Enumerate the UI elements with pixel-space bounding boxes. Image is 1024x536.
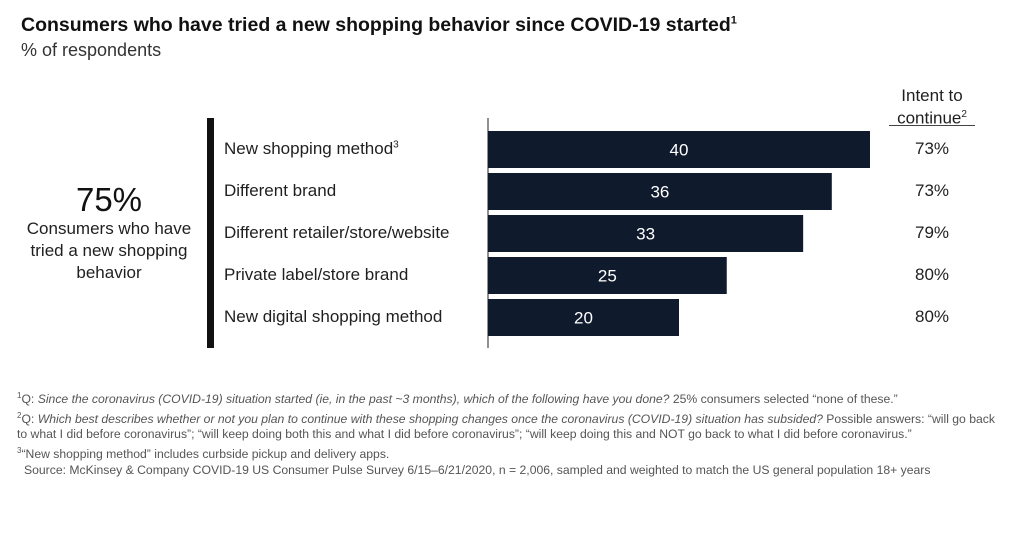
bar-value-label: 36 [650, 183, 669, 202]
chart-title: Consumers who have tried a new shopping … [21, 14, 737, 36]
bar [488, 215, 804, 252]
category-label: Different retailer/store/website [224, 222, 450, 242]
intent-value: 73% [914, 138, 950, 158]
bar-value-label: 25 [598, 267, 617, 286]
footnote-2: 2Q: Which best describes whether or not … [17, 410, 995, 442]
category-label: New digital shopping method [224, 306, 443, 326]
bracket-bar [207, 118, 214, 348]
intent-value: 73% [914, 180, 950, 200]
source-note: Source: McKinsey & Company COVID-19 US C… [24, 462, 931, 477]
chart-subtitle: % of respondents [21, 40, 162, 60]
footnote-3: 3“New shopping method” includes curbside… [17, 445, 390, 461]
kpi-value: 75% [75, 181, 143, 218]
kpi-callout: 75% Consumers who have tried a new shopp… [14, 182, 204, 284]
category-label: Private label/store brand [224, 264, 409, 284]
category-label: New shopping method3 [224, 138, 399, 158]
intent-value: 79% [914, 222, 950, 242]
bar [488, 257, 727, 294]
footnote-1: 1Q: Since the coronavirus (COVID-19) sit… [17, 391, 898, 407]
bar [488, 299, 679, 336]
bar-value-label: 40 [670, 141, 689, 160]
footnotes: 1Q: Since the coronavirus (COVID-19) sit… [17, 388, 997, 478]
intent-header: Intent to continue2 [897, 86, 967, 128]
kpi-label: Consumers who have tried a new shopping … [26, 219, 192, 282]
bar-value-label: 33 [636, 225, 655, 244]
intent-value: 80% [914, 264, 950, 284]
bar [488, 173, 832, 210]
category-label: Different brand [224, 180, 337, 200]
intent-value: 80% [914, 306, 950, 326]
bar-chart: 40 36 33 25 20 [487, 118, 870, 348]
intent-header-rule [889, 125, 975, 126]
bar-value-label: 20 [574, 309, 593, 328]
bar [488, 131, 870, 168]
